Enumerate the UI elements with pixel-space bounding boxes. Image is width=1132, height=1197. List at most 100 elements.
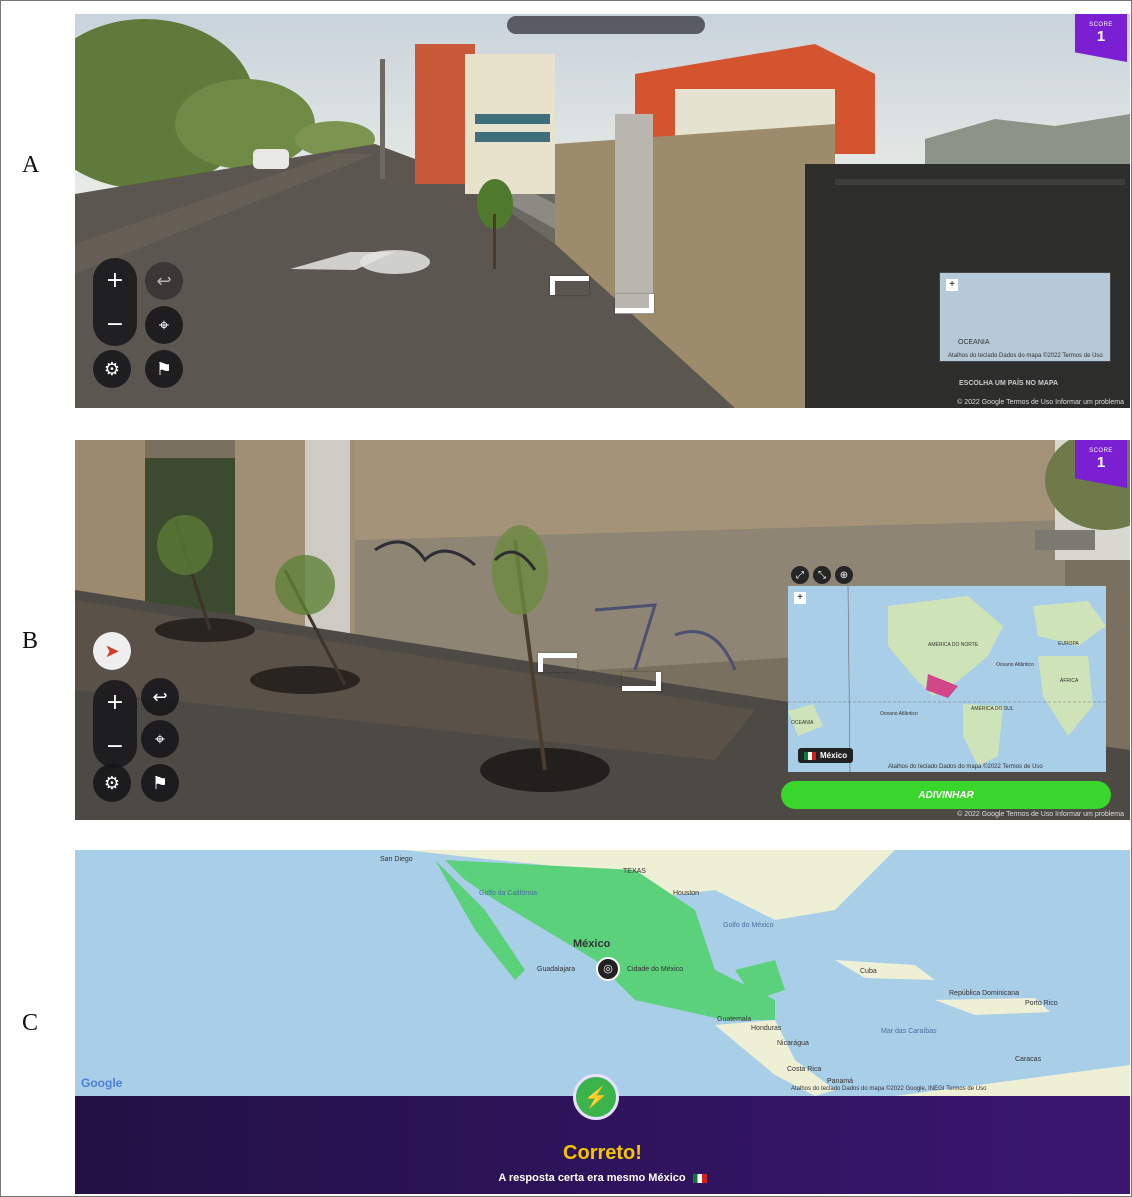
map-expand-button[interactable]: ⤢ — [791, 566, 809, 584]
panel-label-b: B — [22, 628, 39, 654]
place-houston: Houston — [673, 890, 700, 897]
settings-button[interactable]: ⚙ — [93, 764, 131, 802]
selected-country-name: México — [820, 751, 848, 760]
place-guatemala: Guatemala — [717, 1016, 752, 1023]
place-costa-rica: Costa Rica — [787, 1066, 822, 1073]
place-gulf-of-mexico: Golfo do México — [723, 922, 774, 929]
lightning-icon: ⚡ — [583, 1086, 609, 1109]
score-label: SCORE — [1089, 22, 1113, 28]
guess-marker: ◎ — [596, 957, 620, 981]
guess-world-map[interactable]: + AMÉRICA DO NORTE AMÉRICA DO SUL EUROPA… — [788, 586, 1106, 772]
progress-bar — [507, 16, 705, 34]
expand-icon: ⤢ — [796, 569, 804, 581]
score-value: 1 — [1096, 454, 1106, 471]
label-south-atlantic: Oceano Atlântico — [880, 711, 918, 717]
zoom-out-button[interactable]: − — [105, 733, 125, 759]
zoom-controls: + − — [93, 680, 137, 768]
pin-icon: ⊕ — [839, 569, 849, 581]
panel-label-c: C — [22, 1010, 39, 1036]
place-caribbean-sea: Mar das Caraíbas — [881, 1028, 937, 1035]
shrink-icon: ⤡ — [818, 569, 826, 581]
result-badge: ⚡ — [573, 1074, 619, 1120]
place-caracas: Caracas — [1015, 1056, 1042, 1063]
undo-button[interactable]: ↩ — [141, 678, 179, 716]
place-guadalajara: Guadalajara — [537, 966, 576, 973]
compass-icon: ➤ — [104, 640, 120, 662]
guess-minimap[interactable]: + OCEANIA Atalhos do teclado Dados do ma… — [939, 272, 1111, 362]
move-arrow-back[interactable] — [550, 276, 589, 295]
zoom-in-button[interactable]: + — [105, 689, 125, 715]
street-view-scene-b — [75, 440, 1130, 820]
minimap-zoom-in[interactable]: + — [946, 279, 958, 291]
gear-icon: ⚙ — [103, 772, 121, 794]
undo-button[interactable]: ↩ — [145, 262, 183, 300]
zoom-out-button[interactable]: − — [105, 311, 125, 337]
compass-button[interactable]: ➤ — [93, 632, 131, 670]
region-europe: EUROPA — [1058, 641, 1079, 647]
region-oceania: OCEANIA — [791, 720, 814, 726]
map-footer: Atalhos do teclado Dados do mapa ©2022 T… — [888, 764, 1043, 770]
world-map-graphic — [788, 586, 1106, 772]
region-north-america: AMÉRICA DO NORTE — [928, 642, 979, 648]
move-arrow-forward[interactable] — [615, 294, 654, 313]
return-to-start-button[interactable]: ⚑ — [145, 350, 183, 388]
result-map-footer: Atalhos do teclado Dados do mapa ©2022 G… — [791, 1086, 987, 1092]
return-to-start-button[interactable]: ⚑ — [141, 764, 179, 802]
street-view-scene-a — [75, 14, 1130, 408]
checkpoint-button[interactable]: ⌖ — [141, 720, 179, 758]
choose-country-hint: ESCOLHA UM PAÍS NO MAPA — [959, 380, 1059, 387]
result-text: A resposta certa era mesmo México — [498, 1172, 686, 1184]
label-north-atlantic: Oceano Atlântico — [996, 662, 1034, 668]
street-view-panel-a[interactable]: + − ↩ ⌖ ⚙ ⚑ SCORE 1 + OCEANIA Atalhos do… — [75, 14, 1130, 408]
zoom-controls: + − — [93, 258, 137, 346]
score-badge: SCORE 1 — [1075, 440, 1127, 488]
google-footer: © 2022 Google Termos de Uso Informar um … — [957, 399, 1124, 406]
place-honduras: Honduras — [751, 1025, 782, 1032]
map-pin-button[interactable]: ⊕ — [835, 566, 853, 584]
region-south-america: AMÉRICA DO SUL — [971, 706, 1014, 712]
move-arrow-forward[interactable] — [622, 672, 661, 691]
street-view-panel-b[interactable]: ➤ + − ↩ ⌖ ⚙ ⚑ SCORE 1 ⤢ ⤡ ⊕ + AMÉRICA DO… — [75, 440, 1130, 820]
guess-button[interactable]: ADIVINHAR — [781, 781, 1111, 809]
place-texas: TEXAS — [623, 868, 646, 875]
place-panama: Panamá — [827, 1078, 854, 1085]
result-map-graphic — [405, 850, 1130, 1096]
score-value: 1 — [1096, 28, 1106, 45]
zoom-in-button[interactable]: + — [105, 267, 125, 293]
score-label: SCORE — [1089, 448, 1113, 454]
place-mexico-city: Cidade do México — [627, 966, 684, 973]
region-africa: ÁFRICA — [1060, 678, 1079, 684]
map-zoom-in[interactable]: + — [794, 592, 806, 604]
result-banner: ⚡ Correto! A resposta certa era mesmo Mé… — [75, 1074, 1130, 1194]
google-logo: Google — [81, 1076, 123, 1090]
place-dominican-republic: República Dominicana — [949, 990, 1020, 997]
guess-button-label: ADIVINHAR — [918, 789, 974, 801]
marker-icon: ◎ — [603, 963, 613, 975]
selected-country-chip: México — [798, 748, 854, 763]
result-panel: ◎ México San Diego TEXAS Houston Golfo d… — [75, 850, 1130, 1194]
mexico-flag-icon — [804, 751, 816, 760]
settings-button[interactable]: ⚙ — [93, 350, 131, 388]
mexico-label: México — [573, 938, 611, 950]
minimap-footer: Atalhos do teclado Dados do mapa ©2022 T… — [948, 353, 1103, 359]
google-footer: © 2022 Google Termos de Uso Informar um … — [957, 811, 1124, 818]
minimap-region-label: OCEANIA — [958, 339, 990, 346]
undo-icon: ↩ — [156, 270, 172, 292]
move-arrow-back[interactable] — [538, 653, 577, 672]
result-title: Correto! — [563, 1142, 642, 1164]
place-san-diego: San Diego — [380, 856, 413, 863]
panel-label-a: A — [22, 152, 40, 178]
map-shrink-button[interactable]: ⤡ — [813, 566, 831, 584]
gear-icon: ⚙ — [103, 358, 121, 380]
place-nicaragua: Nicarágua — [777, 1040, 809, 1047]
place-puerto-rico: Porto Rico — [1025, 1000, 1058, 1007]
result-message: A resposta certa era mesmo México — [75, 1172, 1130, 1184]
result-map[interactable]: ◎ México San Diego TEXAS Houston Golfo d… — [75, 850, 1130, 1096]
mexico-flag-icon — [692, 1173, 707, 1183]
flag-icon: ⚑ — [151, 772, 169, 794]
flag-icon: ⚑ — [155, 358, 173, 380]
location-pin-icon: ⌖ — [154, 728, 166, 750]
undo-icon: ↩ — [152, 686, 168, 708]
checkpoint-button[interactable]: ⌖ — [145, 306, 183, 344]
place-gulf-of-california: Golfo da Califórnia — [479, 890, 537, 897]
